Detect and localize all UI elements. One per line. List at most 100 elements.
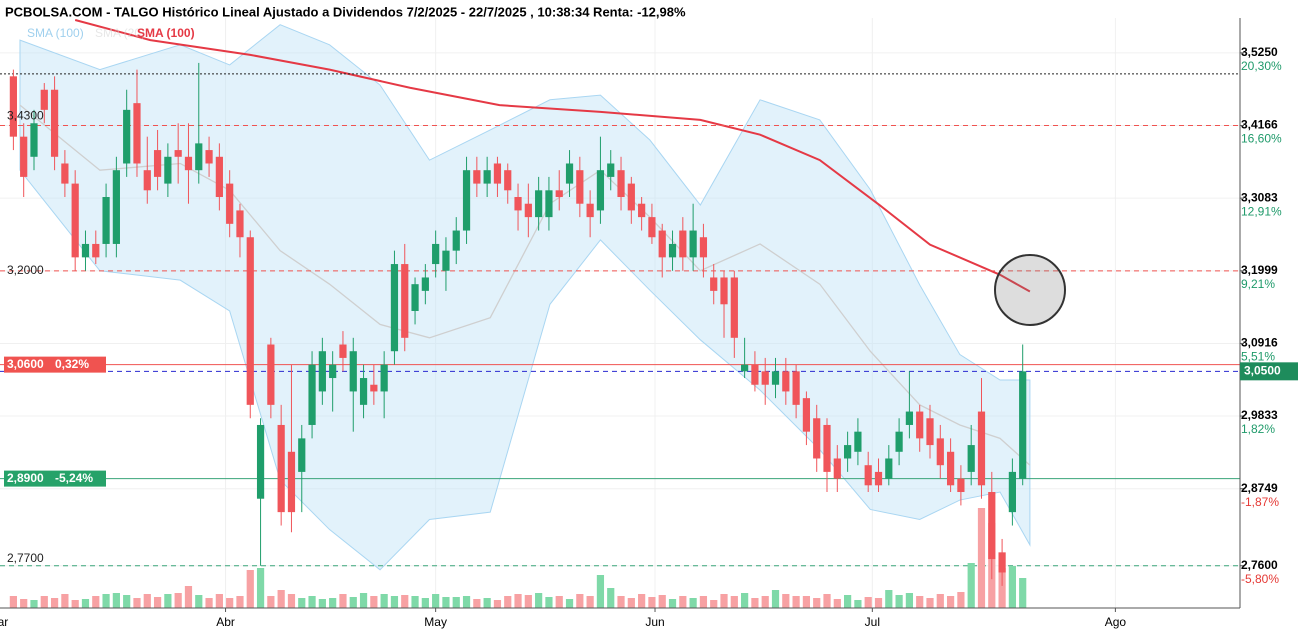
volume-bar <box>236 596 244 608</box>
volume-bar <box>473 599 481 608</box>
y-tick-percent: 1,82% <box>1241 422 1275 436</box>
x-tick-label: Ago <box>1105 615 1127 629</box>
candle-body <box>401 264 409 338</box>
volume-bar <box>359 593 368 608</box>
candle-body <box>123 109 131 164</box>
y-tick-label: 2,8749 <box>1241 481 1278 495</box>
volume-bar <box>267 596 275 608</box>
volume-bar <box>730 596 738 608</box>
candle-body <box>40 89 48 110</box>
volume-bar <box>957 592 965 608</box>
y-tick-percent: 9,21% <box>1241 277 1275 291</box>
candle-body <box>452 230 460 251</box>
volume-bar <box>442 597 450 608</box>
candle-body <box>607 163 615 177</box>
candle-body <box>421 277 429 291</box>
volume-bar <box>668 599 677 608</box>
y-tick-percent: 20,30% <box>1241 59 1282 73</box>
volume-bar <box>71 600 79 608</box>
candle-body <box>102 197 110 244</box>
legend-entry: SMA (100) <box>27 26 84 40</box>
volume-bar <box>648 597 656 608</box>
volume-bar <box>833 599 841 608</box>
candle-body <box>92 243 100 258</box>
candle-body <box>854 431 862 452</box>
volume-bar <box>854 600 862 608</box>
candle-body <box>133 103 141 164</box>
volume-bar <box>607 588 615 608</box>
price-label: 2,7700 <box>7 551 44 565</box>
volume-bar <box>174 593 182 608</box>
candle-body <box>205 150 213 164</box>
candle-body <box>905 411 914 425</box>
volume-bar <box>710 600 718 608</box>
candle-body <box>380 364 388 392</box>
candle-body <box>359 378 368 405</box>
volume-bar <box>50 598 59 608</box>
volume-bar <box>339 594 347 608</box>
volume-bar <box>246 570 254 608</box>
candle-body <box>988 492 996 560</box>
candle-body <box>957 478 965 493</box>
volume-bar <box>998 568 1006 608</box>
volume-bar <box>153 597 162 608</box>
candle-body <box>524 203 532 218</box>
y-tick-label: 3,3083 <box>1241 190 1278 204</box>
candle-body <box>576 170 584 204</box>
volume-bar <box>133 598 141 608</box>
price-label: 3,2000 <box>7 263 44 277</box>
volume-bar <box>380 594 388 608</box>
candle-body <box>215 156 223 198</box>
volume-bar <box>596 575 605 608</box>
volume-bar <box>349 597 357 608</box>
candle-body <box>287 451 296 513</box>
volume-bar <box>432 594 440 608</box>
volume-bar <box>905 593 914 608</box>
x-tick-label: Mar <box>0 615 8 629</box>
y-tick-label: 2,7600 <box>1241 558 1278 572</box>
volume-bar <box>452 597 460 608</box>
candle-body <box>432 243 440 265</box>
volume-bar <box>555 596 563 608</box>
y-tick-percent: 5,51% <box>1241 350 1275 364</box>
candle-body <box>710 277 718 291</box>
candle-body <box>493 163 502 184</box>
candle-body <box>71 183 79 258</box>
volume-bar <box>483 598 491 608</box>
candle-body <box>998 552 1006 573</box>
candle-body <box>30 123 38 157</box>
volume-bar <box>184 586 193 608</box>
candle-body <box>844 445 852 459</box>
y-tick-label: 3,4166 <box>1241 118 1278 132</box>
candle-body <box>473 170 481 184</box>
volume-bar <box>977 508 986 608</box>
x-tick-label: Jul <box>865 615 880 629</box>
volume-bar <box>936 594 944 608</box>
candle-body <box>390 264 399 352</box>
volume-bar <box>81 599 90 608</box>
candle-body <box>833 458 841 479</box>
candle-body <box>792 371 800 405</box>
volume-bar <box>164 594 172 608</box>
price-label-box <box>4 356 106 373</box>
last-price-box <box>1240 362 1298 381</box>
candle-body <box>236 210 244 238</box>
volume-bar <box>370 596 378 608</box>
candle-body <box>823 424 831 472</box>
price-label-percent: -5,24% <box>55 471 93 485</box>
volume-bar <box>802 596 811 608</box>
candle-body <box>298 438 306 472</box>
volume-bar <box>20 599 28 608</box>
candle-body <box>143 170 151 191</box>
volume-bar <box>967 563 975 608</box>
volume-bar <box>535 593 543 608</box>
volume-bar <box>545 597 553 608</box>
candle-body <box>730 277 738 338</box>
candle-body <box>308 364 316 425</box>
candle-body <box>20 136 28 177</box>
price-label-percent: 0,32% <box>55 357 89 371</box>
candle-body <box>164 156 172 184</box>
candle-body <box>1008 471 1016 513</box>
volume-bar <box>215 594 223 608</box>
